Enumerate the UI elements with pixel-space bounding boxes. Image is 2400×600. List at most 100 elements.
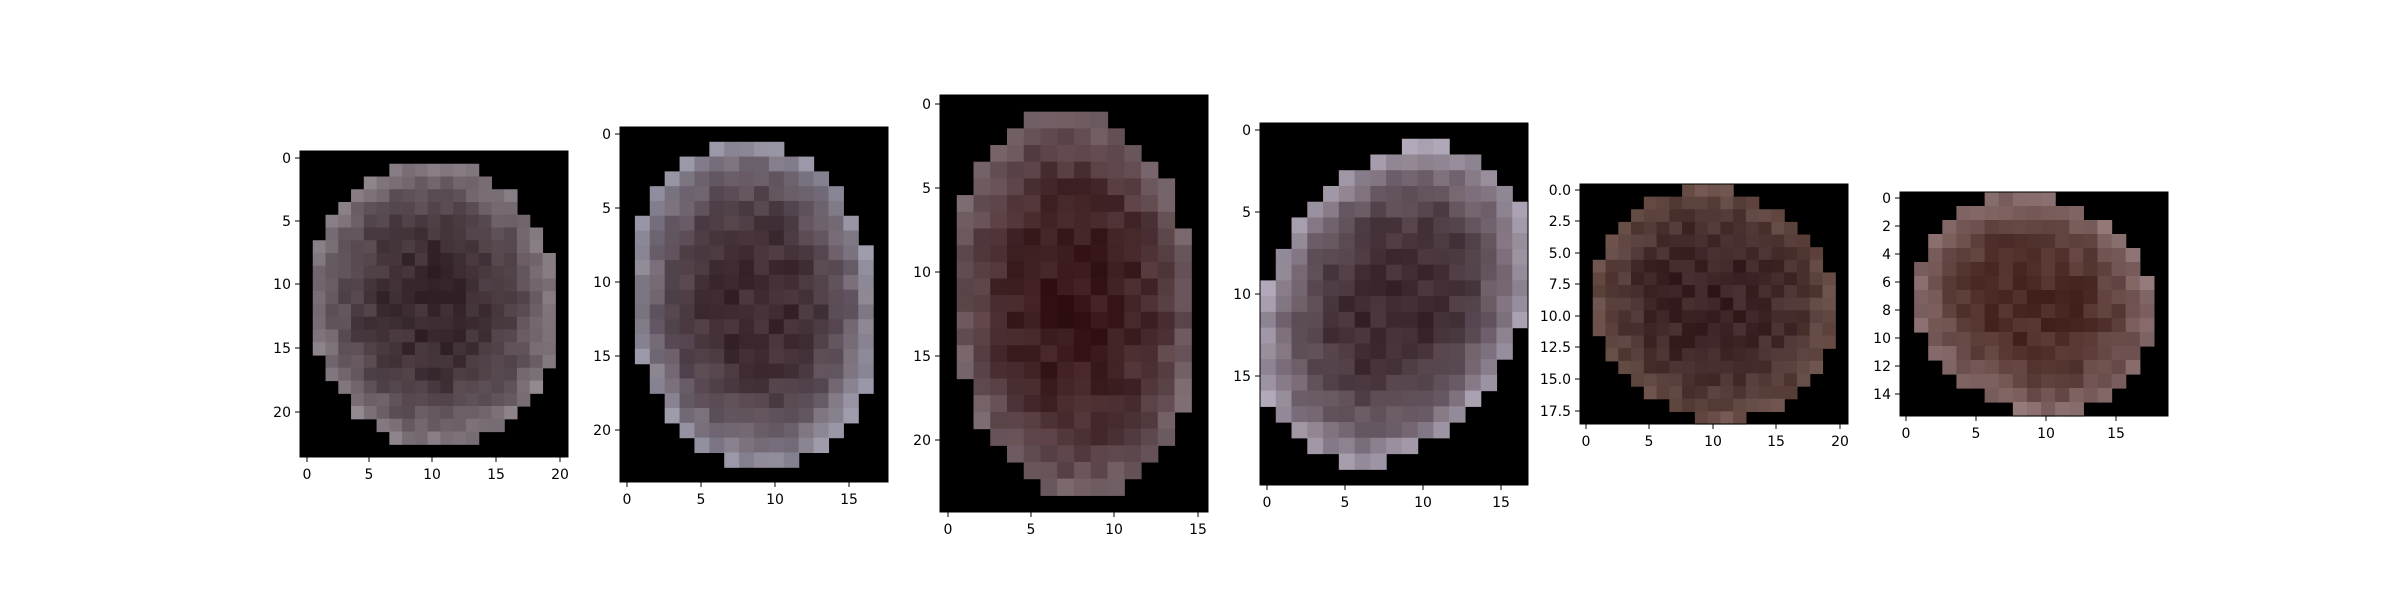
- image-pixel: [504, 240, 518, 254]
- image-pixel: [1386, 154, 1403, 171]
- image-pixel: [453, 380, 467, 394]
- image-pixel: [516, 355, 531, 369]
- image-pixel: [1745, 310, 1760, 324]
- image-pixel: [813, 437, 830, 454]
- image-pixel: [634, 289, 651, 306]
- image-pixel: [1745, 247, 1760, 261]
- image-pixel: [529, 278, 544, 292]
- image-pixel: [1107, 245, 1125, 263]
- image-pixel: [956, 261, 975, 280]
- image-pixel: [1074, 211, 1092, 230]
- image-pixel: [1784, 234, 1798, 248]
- image-pixel: [768, 141, 785, 158]
- image-pixel: [1057, 328, 1075, 346]
- image-pixel: [843, 245, 859, 261]
- image-pixel: [2111, 332, 2127, 347]
- image-pixel: [1618, 310, 1632, 324]
- image-pixel: [694, 171, 710, 187]
- image-pixel: [1970, 206, 1986, 221]
- image-pixel: [542, 316, 556, 331]
- image-pixel: [798, 334, 815, 350]
- image-pixel: [679, 422, 696, 439]
- image-pixel: [813, 378, 830, 394]
- image-pixel: [1733, 297, 1747, 311]
- image-pixel: [465, 265, 480, 280]
- image-pixel: [1758, 373, 1773, 387]
- image-pixel: [1023, 195, 1042, 213]
- image-pixel: [1307, 437, 1324, 455]
- image-pixel: [1643, 335, 1658, 349]
- image-pixel: [1720, 297, 1734, 311]
- image-pixel: [1401, 296, 1419, 313]
- image-pixel: [1809, 247, 1824, 261]
- image-pixel: [351, 329, 365, 343]
- image-pixel: [1007, 345, 1025, 363]
- image-pixel: [1784, 221, 1798, 236]
- image-pixel: [694, 230, 710, 246]
- image-pixel: [1605, 285, 1619, 299]
- image-pixel: [1090, 211, 1109, 230]
- image-pixel: [679, 319, 696, 335]
- image-pixel: [1643, 297, 1658, 311]
- image-pixel: [1605, 247, 1619, 261]
- image-pixel: [1720, 272, 1734, 286]
- image-pixel: [679, 186, 696, 202]
- image-pixel: [465, 176, 480, 190]
- image-pixel: [664, 245, 681, 261]
- image-pixel: [1643, 386, 1658, 400]
- image-pixel: [2097, 318, 2113, 333]
- image-pixel: [1090, 161, 1109, 179]
- image-pixel: [858, 274, 874, 291]
- image-pixel: [1417, 185, 1435, 203]
- image-pixel: [1354, 280, 1371, 297]
- image-pixel: [2111, 360, 2127, 375]
- image-pixel: [783, 422, 800, 439]
- image-pixel: [828, 200, 844, 217]
- image-pixel: [1480, 343, 1498, 360]
- image-pixel: [813, 363, 830, 380]
- image-pixel: [1090, 395, 1109, 413]
- image-pixel: [2055, 290, 2070, 305]
- image-pixel: [709, 186, 725, 202]
- image-pixel: [1157, 211, 1176, 230]
- image-pixel: [694, 319, 710, 335]
- image-pixel: [338, 253, 352, 267]
- image-pixel: [312, 316, 327, 331]
- image-pixel: [649, 304, 666, 320]
- image-pixel: [1956, 304, 1972, 319]
- image-pixel: [542, 265, 556, 280]
- image-pixel: [1141, 295, 1159, 313]
- image-pixel: [1107, 195, 1125, 213]
- image-pixel: [1914, 304, 1929, 319]
- image-pixel: [1694, 360, 1709, 375]
- image-pixel: [2012, 388, 2028, 403]
- image-pixel: [363, 189, 378, 203]
- image-pixel: [724, 156, 740, 172]
- image-pixel: [858, 319, 874, 335]
- image-pixel: [1758, 221, 1773, 236]
- y-tick-label: 15: [1233, 369, 1251, 385]
- image-pixel: [1023, 261, 1042, 280]
- image-pixel: [2055, 304, 2070, 319]
- image-pixel: [1631, 348, 1645, 362]
- image-pixel: [478, 304, 493, 318]
- image-pixel: [2097, 332, 2113, 347]
- image-pixel: [491, 329, 505, 343]
- image-pixel: [828, 230, 844, 246]
- image-pixel: [2055, 262, 2070, 277]
- image-pixel: [1669, 272, 1683, 286]
- image-pixel: [1307, 311, 1324, 329]
- image-pixel: [465, 367, 480, 382]
- image-pixel: [1007, 195, 1025, 213]
- image-pixel: [440, 278, 454, 292]
- image-pixel: [679, 393, 696, 409]
- image-pixel: [1057, 111, 1075, 129]
- image-pixel: [2055, 388, 2070, 403]
- image-pixel: [1433, 327, 1450, 344]
- image-pixel: [1605, 234, 1619, 248]
- image-pixel: [1338, 248, 1356, 266]
- image-pixel: [798, 200, 815, 217]
- image-pixel: [1291, 374, 1308, 392]
- image-pixel: [724, 348, 740, 365]
